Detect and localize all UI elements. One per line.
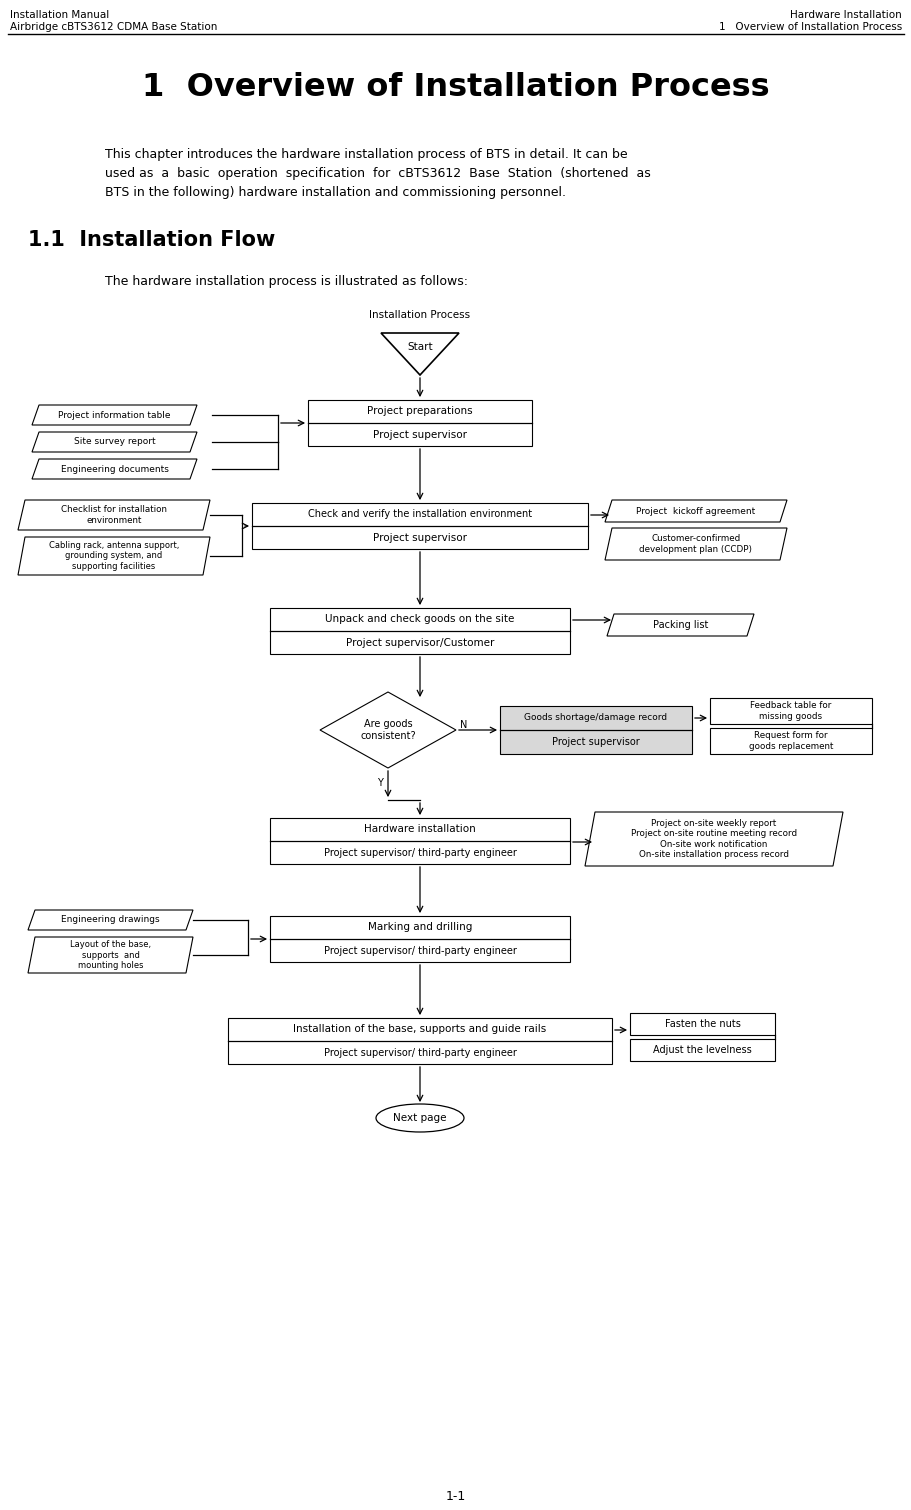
Text: Hardware Installation: Hardware Installation [790,11,901,20]
Text: Project supervisor/Customer: Project supervisor/Customer [345,639,494,648]
Text: Project preparations: Project preparations [367,406,472,415]
Text: Project supervisor/ third-party engineer: Project supervisor/ third-party engineer [323,849,516,858]
Text: Next page: Next page [393,1113,446,1123]
Text: This chapter introduces the hardware installation process of BTS in detail. It c: This chapter introduces the hardware ins… [105,148,627,162]
Text: N: N [460,720,467,729]
Bar [710,698,871,723]
Polygon shape [320,692,456,769]
Text: 1   Overview of Installation Process: 1 Overview of Installation Process [718,23,901,32]
Bar [228,1018,611,1065]
Polygon shape [28,911,193,930]
Text: Project on-site weekly report
Project on-site routine meeting record
On-site wor: Project on-site weekly report Project on… [630,818,796,859]
Polygon shape [32,432,197,451]
Text: Project information table: Project information table [58,411,170,420]
Polygon shape [18,500,210,530]
Text: Layout of the base,
supports  and
mounting holes: Layout of the base, supports and mountin… [70,941,151,969]
Text: Request form for
goods replacement: Request form for goods replacement [748,731,833,750]
Text: Project supervisor: Project supervisor [551,737,640,747]
Text: Checklist for installation
environment: Checklist for installation environment [61,506,167,524]
Text: Customer-confirmed
development plan (CCDP): Customer-confirmed development plan (CCD… [639,535,752,554]
Text: Installation of the base, supports and guide rails: Installation of the base, supports and g… [293,1024,546,1034]
Text: BTS in the following) hardware installation and commissioning personnel.: BTS in the following) hardware installat… [105,186,566,199]
Text: Installation Manual: Installation Manual [10,11,109,20]
Text: Check and verify the installation environment: Check and verify the installation enviro… [308,509,531,519]
Text: Fasten the nuts: Fasten the nuts [664,1019,740,1028]
Text: Are goods
consistent?: Are goods consistent? [360,719,415,741]
Bar [710,728,871,753]
Polygon shape [381,334,458,374]
Text: 1-1: 1-1 [445,1489,466,1502]
Text: Feedback table for
missing goods: Feedback table for missing goods [750,701,831,720]
Text: The hardware installation process is illustrated as follows:: The hardware installation process is ill… [105,275,467,288]
Text: Airbridge cBTS3612 CDMA Base Station: Airbridge cBTS3612 CDMA Base Station [10,23,217,32]
Polygon shape [28,938,193,972]
Text: Project supervisor: Project supervisor [373,430,466,439]
Polygon shape [607,615,753,636]
Text: Adjust the levelness: Adjust the levelness [652,1045,751,1055]
Text: Goods shortage/damage record: Goods shortage/damage record [524,714,667,722]
Polygon shape [604,528,786,560]
Text: Project supervisor/ third-party engineer: Project supervisor/ third-party engineer [323,945,516,956]
Bar [270,917,569,962]
Text: Installation Process: Installation Process [369,310,470,320]
Bar [499,707,691,753]
Text: Cabling rack, antenna support,
grounding system, and
supporting facilities: Cabling rack, antenna support, grounding… [49,541,179,571]
Polygon shape [604,500,786,522]
Bar [308,400,531,445]
Text: Packing list: Packing list [652,621,708,630]
Bar [270,609,569,654]
Text: Site survey report: Site survey report [74,438,155,447]
Bar [270,818,569,864]
Text: Unpack and check goods on the site: Unpack and check goods on the site [325,615,514,624]
Polygon shape [32,405,197,424]
Text: Engineering drawings: Engineering drawings [61,915,159,924]
Ellipse shape [375,1104,464,1132]
Text: used as  a  basic  operation  specification  for  cBTS3612  Base  Station  (shor: used as a basic operation specification … [105,168,650,180]
Text: Engineering documents: Engineering documents [60,465,169,474]
Bar [251,503,588,550]
Text: Marking and drilling: Marking and drilling [367,923,472,932]
Text: 1.1  Installation Flow: 1.1 Installation Flow [28,230,275,251]
Text: Project  kickoff agreement: Project kickoff agreement [636,506,755,515]
Bar [630,1039,774,1062]
Text: Project supervisor: Project supervisor [373,533,466,544]
Polygon shape [18,538,210,575]
Text: Project supervisor/ third-party engineer: Project supervisor/ third-party engineer [323,1048,516,1059]
Polygon shape [32,459,197,479]
Polygon shape [584,812,842,867]
Text: Hardware installation: Hardware installation [363,824,476,834]
Bar [630,1013,774,1034]
Text: Y: Y [376,778,383,788]
Text: 1  Overview of Installation Process: 1 Overview of Installation Process [142,72,769,103]
Text: Start: Start [406,341,433,352]
